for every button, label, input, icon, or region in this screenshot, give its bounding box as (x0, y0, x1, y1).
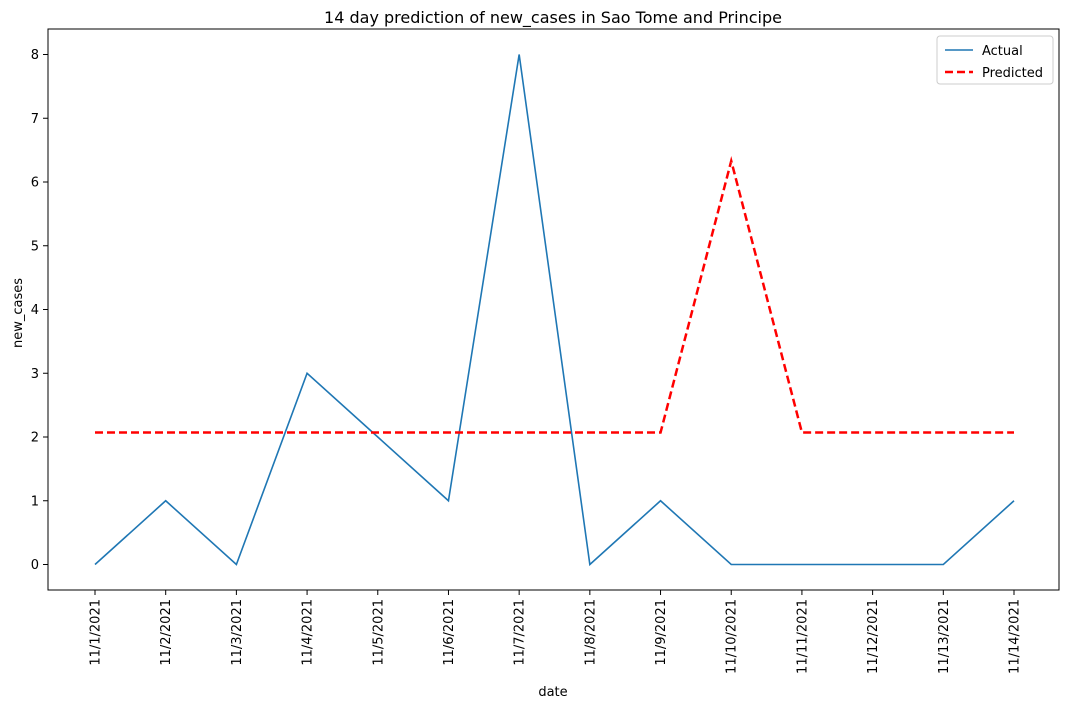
series-line-predicted (95, 156, 1014, 434)
x-tick-label: 11/3/2021 (230, 599, 245, 666)
y-tick-label: 5 (31, 239, 39, 254)
x-tick-label: 11/6/2021 (442, 599, 457, 666)
x-axis-label: date (538, 685, 567, 700)
series-layer (94, 54, 1015, 567)
legend: Actual Predicted (936, 35, 1054, 85)
x-tick-label: 11/7/2021 (513, 599, 528, 666)
y-tick-label: 2 (31, 431, 39, 446)
y-tick-label: 3 (31, 367, 39, 382)
x-axis: 11/1/2021 11/2/2021 11/3/2021 11/4/2021 11/5… (89, 590, 1023, 674)
y-axis: 0 1 2 3 4 5 6 7 8 (31, 48, 48, 573)
x-tick-label: 11/1/2021 (89, 599, 104, 666)
y-tick-label: 0 (31, 558, 39, 573)
y-axis-label: new_cases (11, 278, 26, 348)
legend-box (936, 35, 1054, 85)
x-tick-label: 11/12/2021 (866, 599, 881, 674)
legend-label-predicted: Predicted (982, 66, 1043, 81)
x-tick-label: 11/10/2021 (725, 599, 740, 674)
y-tick-label: 8 (31, 48, 39, 63)
x-tick-label: 11/5/2021 (371, 599, 386, 666)
x-tick-label: 11/9/2021 (654, 599, 669, 666)
x-tick-label: 11/13/2021 (937, 599, 952, 674)
x-tick-label: 11/11/2021 (795, 599, 810, 674)
x-tick-label: 11/2/2021 (159, 599, 174, 666)
chart-title: 14 day prediction of new_cases in Sao To… (324, 8, 782, 28)
x-tick-label: 11/8/2021 (583, 599, 598, 666)
series-line-actual (94, 54, 1015, 567)
y-tick-label: 4 (31, 303, 39, 318)
legend-label-actual: Actual (982, 44, 1023, 59)
y-tick-label: 1 (31, 494, 39, 509)
x-tick-label: 11/4/2021 (301, 599, 316, 666)
y-tick-label: 6 (31, 176, 39, 191)
x-tick-label: 11/14/2021 (1008, 599, 1023, 674)
plot-area (47, 28, 1060, 591)
y-tick-label: 7 (31, 112, 39, 127)
